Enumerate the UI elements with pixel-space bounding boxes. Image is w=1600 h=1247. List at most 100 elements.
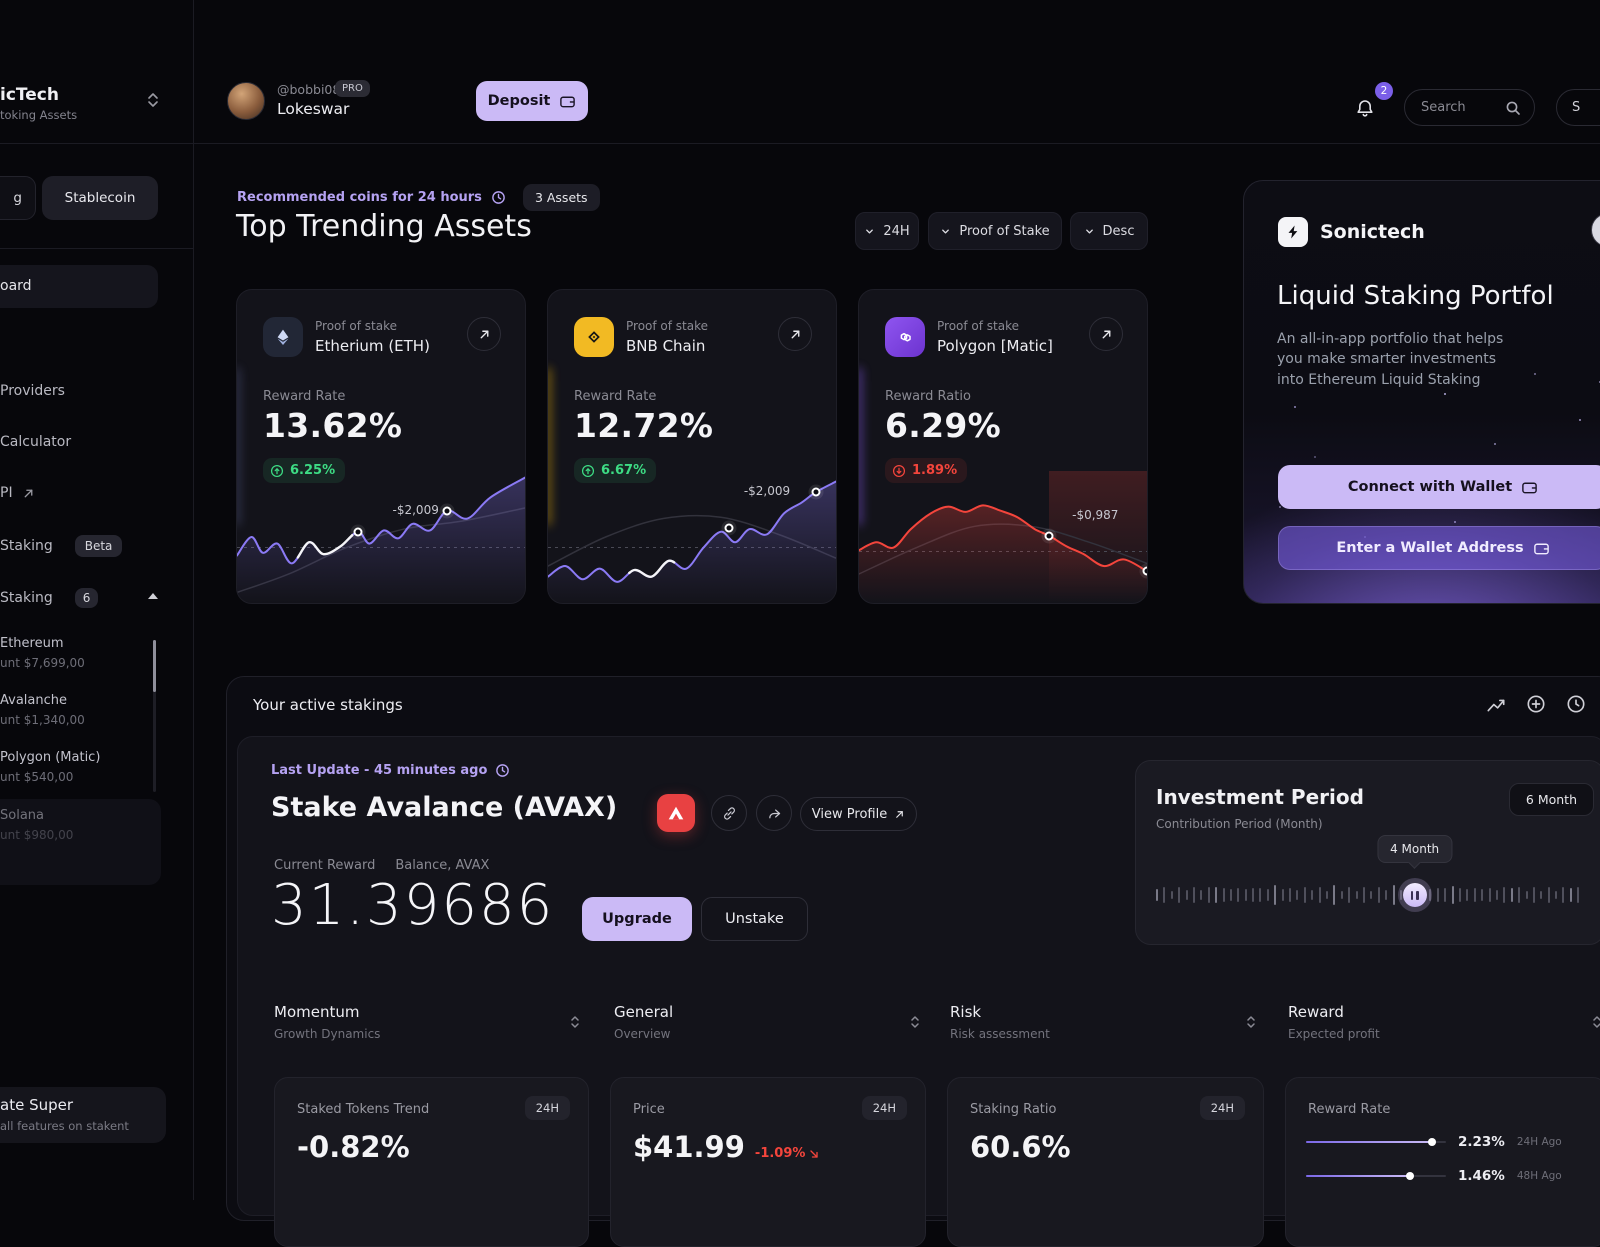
filter-desc[interactable]: Desc — [1070, 212, 1148, 250]
unstake-button[interactable]: Unstake — [701, 897, 808, 941]
delta-value: 6.67% — [601, 463, 647, 478]
unstake-label: Unstake — [725, 911, 784, 927]
metric-tab-momentum[interactable]: Momentum Growth Dynamics — [274, 1003, 582, 1041]
scrollbar-thumb[interactable] — [153, 640, 156, 692]
asset-header: Proof of stake Etherium (ETH) — [263, 317, 430, 357]
enter-wallet-address-button[interactable]: Enter a Wallet Address — [1278, 526, 1600, 570]
slider-handle[interactable] — [1405, 1172, 1414, 1180]
period-badge: 24H — [1199, 1096, 1245, 1120]
metric-tab-general[interactable]: General Overview — [614, 1003, 922, 1041]
analytics-icon[interactable] — [1485, 693, 1509, 717]
account-ethereum[interactable]: Ethereum unt $7,699,00 — [0, 636, 85, 670]
mini-slider[interactable] — [1306, 1138, 1446, 1146]
arrow-up-right-icon — [896, 810, 904, 818]
sort-updown-icon[interactable] — [568, 1013, 582, 1031]
chart-value-label: -$2,009 — [743, 484, 791, 499]
chevron-down-icon — [1085, 229, 1093, 233]
sidebar-item-calculator[interactable]: Calculator — [0, 434, 71, 450]
sort-button-cutoff[interactable]: S — [1556, 89, 1600, 126]
collapse-icon[interactable] — [147, 592, 159, 600]
open-asset-button[interactable] — [1089, 317, 1123, 351]
account-avalanche[interactable]: Avalanche unt $1,340,00 — [0, 693, 85, 727]
open-asset-button[interactable] — [467, 317, 501, 351]
tab-stablecoin[interactable]: Stablecoin — [42, 176, 158, 220]
scrollbar-track[interactable] — [153, 640, 156, 792]
mini-slider[interactable] — [1306, 1172, 1446, 1180]
wallet-icon — [1522, 482, 1537, 493]
page-title: Top Trending Assets — [236, 209, 532, 244]
bnb-icon — [574, 317, 614, 357]
stat-value: $41.99 — [633, 1130, 745, 1164]
sort-updown-icon[interactable] — [1590, 1013, 1600, 1031]
deposit-label: Deposit — [487, 93, 551, 109]
filter-proof-of-stake[interactable]: Proof of Stake — [928, 212, 1062, 250]
search-input[interactable] — [1421, 100, 1497, 115]
stat-label: Price — [633, 1102, 665, 1117]
workspace-switcher-icon[interactable] — [146, 90, 160, 110]
sidebar-item-api[interactable]: PI — [0, 485, 35, 501]
app-logo-title: icTech — [0, 85, 59, 105]
avatar[interactable] — [227, 82, 265, 120]
account-solana[interactable]: Solana unt $980,00 — [0, 808, 73, 842]
arrow-up-right-icon — [480, 330, 488, 338]
filter-24h[interactable]: 24H — [855, 212, 919, 250]
trend-up-icon — [270, 464, 284, 477]
view-profile-button[interactable]: View Profile — [800, 797, 917, 831]
period-select-button[interactable]: 6 Month — [1508, 783, 1594, 816]
upgrade-button[interactable]: Upgrade — [582, 897, 692, 941]
reward-rate-value: 1.46% — [1458, 1168, 1505, 1184]
price-delta-value: -1.09% — [754, 1146, 806, 1161]
sidebar-item-staking-beta[interactable]: Staking Beta — [0, 535, 123, 557]
asset-name: BNB Chain — [626, 337, 706, 355]
brand-name: Sonictech — [1320, 221, 1425, 243]
copy-link-button[interactable] — [711, 795, 747, 831]
chart-point — [353, 527, 363, 537]
period-slider-handle[interactable]: 4 Month — [1377, 835, 1453, 907]
chart-point — [1142, 566, 1147, 576]
slider-handle[interactable] — [1428, 1138, 1436, 1146]
asset-name: Etherium (ETH) — [315, 337, 430, 355]
upgrade-promo-card[interactable]: ate Super all features on stakent — [0, 1087, 166, 1143]
sort-updown-icon[interactable] — [1244, 1013, 1258, 1031]
sidebar-item-label: Staking — [0, 590, 53, 606]
sidebar-item-staking[interactable]: Staking 6 — [0, 588, 99, 608]
share-button[interactable] — [756, 795, 792, 831]
deposit-button[interactable]: Deposit — [476, 81, 588, 121]
metric-label: Reward Rate — [263, 389, 346, 404]
stat-label: Staking Ratio — [970, 1102, 1057, 1117]
beta-badge: Beta — [74, 535, 123, 557]
account-polygon[interactable]: Polygon (Matic) unt $540,00 — [0, 750, 100, 784]
account-name: Solana — [0, 808, 44, 823]
link-icon — [723, 806, 735, 820]
history-icon[interactable] — [1565, 693, 1589, 717]
notifications-button[interactable]: 2 — [1353, 82, 1393, 128]
sidebar-item-providers[interactable]: Providers — [0, 383, 65, 399]
metric-value: 13.62% — [263, 406, 403, 445]
metric-subtitle: Growth Dynamics — [274, 1027, 381, 1041]
sidebar-item-dashboard[interactable]: oard — [0, 265, 158, 308]
panel-action-cutoff[interactable] — [1591, 213, 1600, 247]
period-slider-track[interactable]: 4 Month — [1156, 835, 1580, 911]
search-box[interactable] — [1404, 89, 1535, 126]
stat-card-price: Price 24H $41.99 -1.09% — [610, 1077, 926, 1247]
pro-badge: PRO — [335, 80, 370, 97]
metric-tab-risk[interactable]: Risk Risk assessment — [950, 1003, 1258, 1041]
tab-staking[interactable]: g — [0, 176, 36, 220]
balance-label: Current Reward — [274, 858, 376, 873]
metric-label: Reward Rate — [574, 389, 657, 404]
sonictech-logo-icon — [1278, 217, 1308, 247]
panel-title: Liquid Staking Portfol — [1277, 281, 1554, 311]
open-asset-button[interactable] — [778, 317, 812, 351]
connect-wallet-button[interactable]: Connect with Wallet — [1278, 465, 1600, 509]
balance-label: Balance, AVAX — [395, 858, 490, 873]
metric-tab-reward[interactable]: Reward Expected profit — [1288, 1003, 1600, 1041]
add-icon[interactable] — [1525, 693, 1549, 717]
sort-updown-icon[interactable] — [908, 1013, 922, 1031]
asset-header: Proof of stake Polygon [Matic] — [885, 317, 1053, 357]
asset-card-polygon: Proof of stake Polygon [Matic] Reward Ra… — [858, 289, 1148, 604]
asset-type: Proof of stake — [626, 319, 709, 333]
metric-subtitle: Risk assessment — [950, 1027, 1050, 1041]
asset-card-bnb: Proof of stake BNB Chain Reward Rate 12.… — [547, 289, 837, 604]
metric-value: 12.72% — [574, 406, 714, 445]
last-update-label: Last Update - 45 minutes ago — [271, 763, 488, 778]
